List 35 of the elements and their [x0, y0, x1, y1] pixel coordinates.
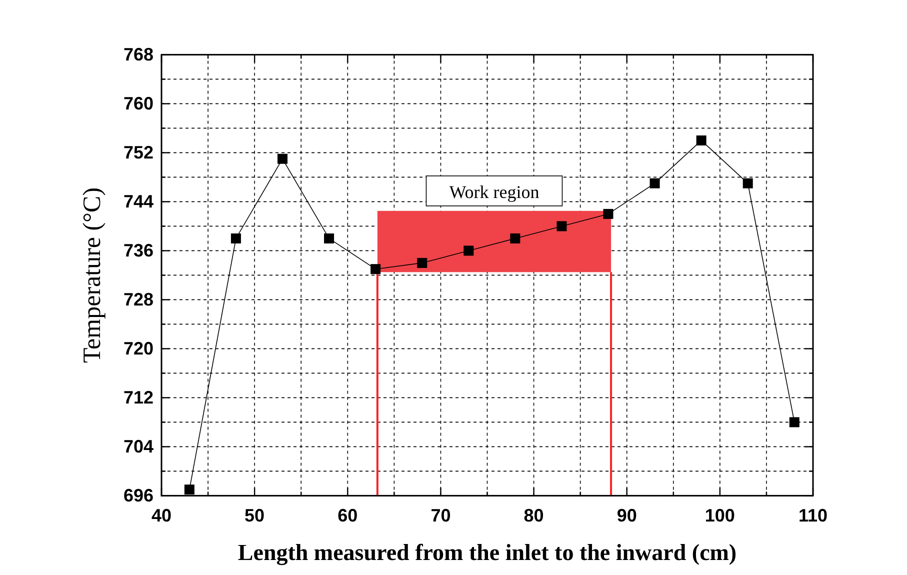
- x-tick-label: 90: [616, 506, 637, 526]
- y-tick-label: 768: [123, 44, 154, 65]
- y-tick-label: 744: [123, 192, 154, 212]
- x-tick-label: 70: [430, 506, 451, 526]
- y-tick-label: 712: [123, 388, 154, 408]
- x-tick-label: 100: [704, 506, 735, 526]
- point: [277, 154, 288, 164]
- x-tick-label: 50: [244, 506, 265, 526]
- point: [324, 233, 334, 244]
- point: [556, 221, 567, 232]
- point: [184, 484, 194, 495]
- y-tick-label: 752: [123, 142, 154, 163]
- y-tick-label: 720: [123, 338, 154, 359]
- point: [696, 135, 706, 146]
- y-tick-label: 736: [123, 240, 154, 261]
- point: [230, 233, 241, 244]
- y-tick-label: 760: [123, 94, 154, 114]
- x-tick-label: 80: [524, 506, 544, 526]
- y-tick-label: 704: [123, 436, 154, 457]
- point: [650, 178, 660, 188]
- point: [464, 246, 474, 256]
- y-tick-label: 696: [123, 486, 154, 506]
- x-tick-label: 40: [151, 506, 172, 526]
- y-tick-label: 728: [123, 290, 154, 310]
- point: [603, 208, 614, 219]
- point: [742, 178, 753, 188]
- y-axis-title: Temperature (°C): [79, 187, 106, 363]
- point: [370, 264, 381, 274]
- x-tick-label: 60: [338, 506, 358, 526]
- x-axis-title: Length measured from the inlet to the inward (cm): [238, 540, 737, 566]
- point: [510, 233, 520, 244]
- point: [417, 258, 428, 268]
- point: [789, 417, 800, 428]
- x-tick-label: 110: [798, 506, 828, 526]
- band-label: Work region: [449, 182, 540, 202]
